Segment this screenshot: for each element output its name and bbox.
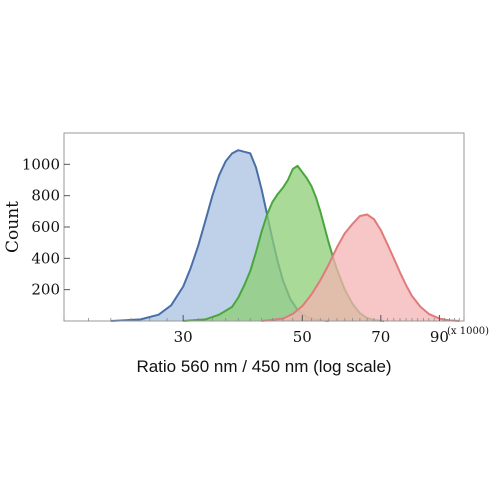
x-axis-title: Ratio 560 nm / 450 nm (log scale) [136,357,391,376]
series-3-area [261,214,460,321]
tick-layer: 30 50 70 90 200 400 600 800 1000 [22,155,465,346]
x-tick-label-70: 70 [371,328,390,346]
y-tick-label-1000: 1000 [22,155,60,173]
y-tick-label-800: 800 [31,187,60,205]
x-tick-label-90: 90 [430,328,449,346]
y-tick-label-400: 400 [31,249,60,267]
series-layer [110,149,460,322]
x-tick-label-30: 30 [174,328,193,346]
x-tick-label-50: 50 [293,328,312,346]
series-3-line [261,213,460,322]
y-tick-label-600: 600 [31,218,60,236]
x-axis-multiplier: (x 1000) [447,326,489,337]
y-axis-title: Count [3,201,23,253]
y-tick-label-200: 200 [31,281,60,299]
